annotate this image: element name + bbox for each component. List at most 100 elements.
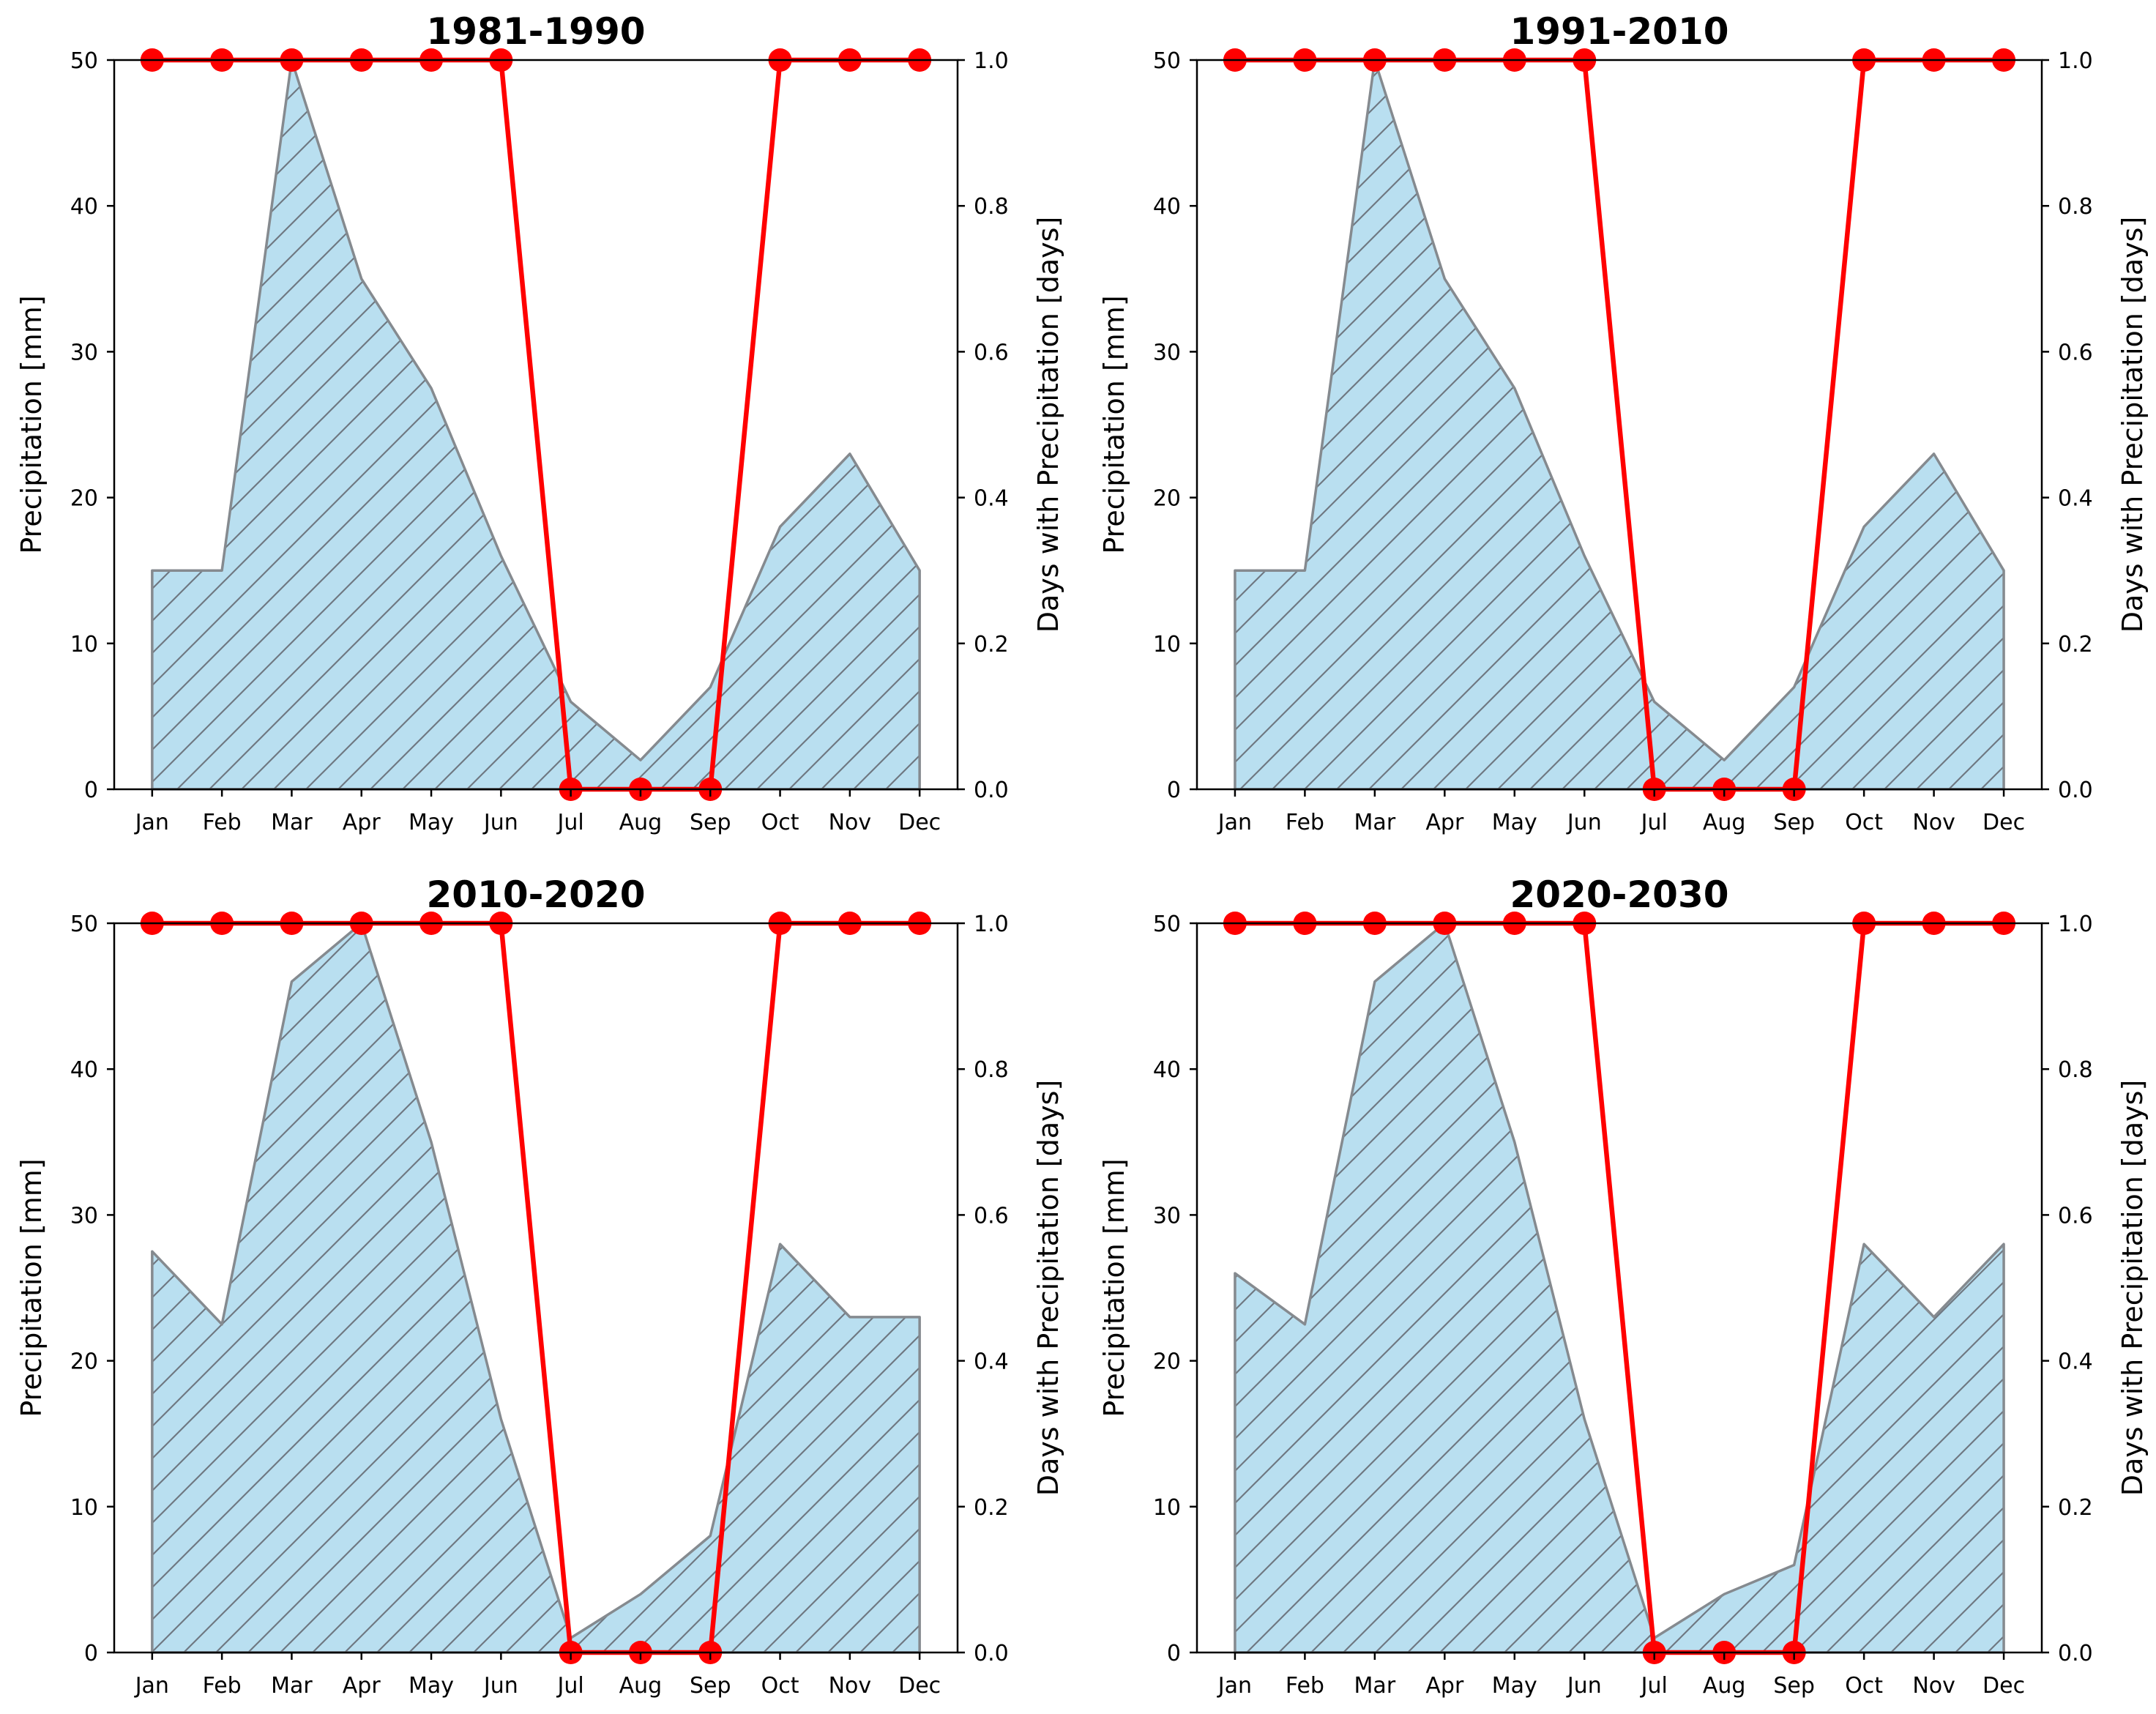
y2-tick-label: 1.0 [974,48,1009,74]
y-tick-label: 40 [70,194,98,220]
x-tick-label: Nov [829,1673,872,1699]
x-tick-label: Jan [1217,1673,1252,1699]
y-axis-label: Precipitation [mm] [15,1158,48,1417]
y2-tick-label: 0.8 [974,194,1009,220]
y2-tick-label: 1.0 [974,912,1009,937]
x-tick-label: Mar [271,810,313,835]
chart-panel-1981-1990: Jan Feb Mar Apr May Jun Jul Aug Sep Oct Nov Dec 0 10 2… [15,10,1064,835]
x-tick-label: Dec [1982,810,2025,835]
y2-axis-label: Days with Precipitation [days] [1032,217,1064,633]
y2-tick-label: 0.6 [2058,1203,2093,1229]
y2-tick-label: 0.2 [2058,1495,2093,1521]
y-axis-label: Precipitation [mm] [1098,1158,1130,1417]
y2-tick-label: 1.0 [2058,912,2093,937]
x-tick-label: Jul [1640,810,1668,835]
y2-tick-label: 0.6 [2058,340,2093,365]
x-tick-label: Jun [1566,810,1602,835]
y-tick-label: 20 [1153,1349,1181,1375]
x-tick-label: Aug [1703,1673,1746,1699]
chart-panel-1991-2010: Jan Feb Mar Apr May Jun Jul Aug Sep Oct Nov Dec 0 10 2… [1098,10,2149,835]
y2-axis-label: Days with Precipitation [days] [1032,1080,1064,1497]
y2-tick-label: 0.6 [974,1203,1009,1229]
y2-tick-label: 0.8 [974,1057,1009,1083]
y-tick-label: 30 [70,340,98,365]
x-tick-label: Jun [482,1673,518,1699]
y2-tick-label: 0.2 [974,1495,1009,1521]
chart-title: 1981-1990 [426,10,645,53]
y-tick-label: 30 [1153,340,1181,365]
chart-panel-2020-2030: Jan Feb Mar Apr May Jun Jul Aug Sep Oct Nov Dec 0 10 2… [1098,873,2149,1699]
y-tick-label: 10 [70,1495,98,1521]
axes-frame [113,922,959,1654]
chart-title: 2020-2030 [1510,873,1728,916]
x-tick-label: May [409,810,454,835]
chart-title: 1991-2010 [1510,10,1728,53]
y2-tick-label: 0.4 [974,1349,1009,1375]
x-tick-label: Jan [134,1673,169,1699]
axes-frame [1196,922,2043,1654]
y2-tick-label: 0.8 [2058,1057,2093,1083]
x-tick-label: May [1492,810,1537,835]
x-tick-label: Nov [1912,1673,1955,1699]
x-tick-label: Nov [829,810,872,835]
x-tick-label: Aug [1703,810,1746,835]
x-tick-label: Sep [690,810,731,835]
x-tick-label: Dec [898,810,941,835]
x-tick-label: Apr [343,1673,381,1699]
y-tick-label: 40 [70,1057,98,1083]
x-tick-label: Jul [1640,1673,1668,1699]
x-tick-label: Sep [690,1673,731,1699]
y-tick-label: 50 [70,912,98,937]
y2-tick-label: 0.0 [974,778,1009,803]
y2-tick-label: 0.0 [974,1641,1009,1666]
x-tick-label: Sep [1773,1673,1815,1699]
x-tick-label: Oct [1845,810,1883,835]
x-tick-label: Mar [1354,1673,1396,1699]
y-tick-label: 20 [1153,486,1181,512]
x-tick-label: May [409,1673,454,1699]
y-tick-label: 30 [1153,1203,1181,1229]
y2-tick-label: 0.4 [974,486,1009,512]
x-tick-label: Oct [761,810,799,835]
x-tick-label: Jun [482,810,518,835]
x-tick-label: Feb [1286,1673,1324,1699]
x-tick-label: Feb [1286,810,1324,835]
x-tick-label: May [1492,1673,1537,1699]
axes-frame [113,59,959,791]
x-tick-label: Apr [1425,1673,1464,1699]
x-tick-label: Feb [203,810,242,835]
y-tick-label: 0 [1167,778,1181,803]
x-tick-label: Jan [134,810,169,835]
y-tick-label: 50 [1153,48,1181,74]
y-tick-label: 30 [70,1203,98,1229]
x-tick-label: Dec [1982,1673,2025,1699]
y-tick-label: 10 [70,632,98,657]
y-tick-label: 40 [1153,194,1181,220]
y-axis-label: Precipitation [mm] [1098,295,1130,554]
y-tick-label: 0 [84,778,98,803]
y2-tick-label: 0.2 [974,632,1009,657]
chart-panel-2010-2020: Jan Feb Mar Apr May Jun Jul Aug Sep Oct Nov Dec 0 10 2… [15,873,1064,1699]
x-tick-label: Nov [1912,810,1955,835]
y2-axis-label: Days with Precipitation [days] [2116,217,2149,633]
y2-tick-label: 0.6 [974,340,1009,365]
precipitation-area [1234,59,2005,791]
y-tick-label: 0 [1167,1641,1181,1666]
x-tick-label: Oct [761,1673,799,1699]
x-tick-label: Mar [271,1673,313,1699]
precipitation-area [151,59,921,791]
y-tick-label: 10 [1153,1495,1181,1521]
y-tick-label: 10 [1153,632,1181,657]
y2-tick-label: 0.8 [2058,194,2093,220]
y-tick-label: 0 [84,1641,98,1666]
x-tick-label: Sep [1773,810,1815,835]
x-tick-label: Aug [619,810,663,835]
y2-tick-label: 0.2 [2058,632,2093,657]
x-tick-label: Apr [1425,810,1464,835]
y2-tick-label: 0.0 [2058,778,2093,803]
x-tick-label: Mar [1354,810,1396,835]
y-tick-label: 50 [70,48,98,74]
y-tick-label: 40 [1153,1057,1181,1083]
axes-frame [1196,59,2043,791]
